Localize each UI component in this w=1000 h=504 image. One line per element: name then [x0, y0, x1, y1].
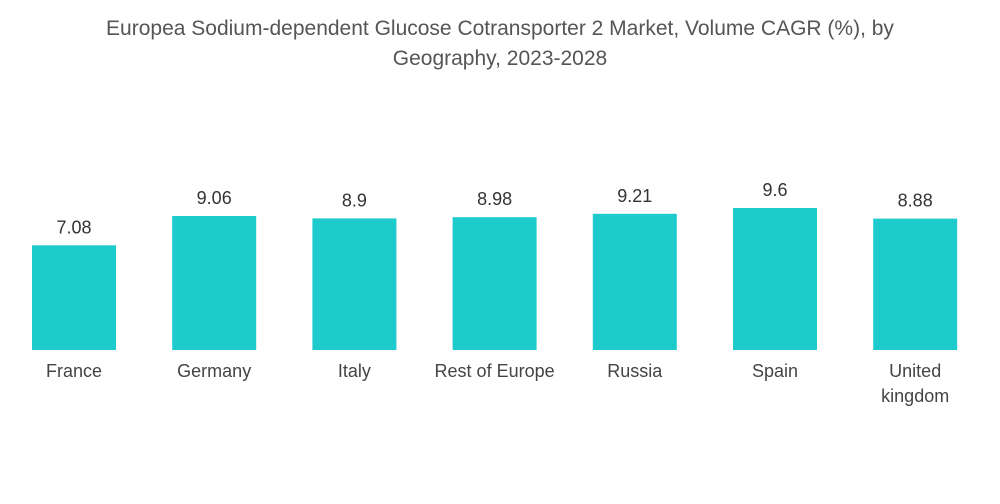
category-label-line: Spain	[752, 361, 798, 381]
bar-germany	[172, 216, 257, 350]
bar-rest-of-europe	[452, 217, 537, 350]
chart-title-line-2: Geography, 2023-2028	[392, 47, 608, 70]
value-label-united-kingdom: 8.88	[898, 191, 933, 211]
value-label-france: 7.08	[56, 217, 91, 237]
category-label-line: Germany	[177, 361, 251, 381]
value-labels-group: 7.08 9.06 8.9 8.98 9.21 9.6 8.88	[56, 180, 932, 237]
value-label-rest-of-europe: 8.98	[477, 189, 512, 209]
bars-group	[32, 208, 958, 350]
value-label-germany: 9.06	[197, 188, 232, 208]
category-label-germany: Germany	[177, 361, 251, 381]
category-label-line: Russia	[607, 361, 663, 381]
category-label-line: United	[889, 361, 941, 381]
category-label-united-kingdom: United kingdom	[881, 361, 949, 406]
bar-russia	[592, 213, 677, 350]
chart-title-line-1: Europea Sodium-dependent Glucose Cotrans…	[106, 17, 894, 40]
bar-italy	[312, 218, 397, 350]
category-labels-group: France Germany Italy Rest of Europe Russia Sp…	[46, 361, 949, 406]
category-label-russia: Russia	[607, 361, 663, 381]
chart-title: Europea Sodium-dependent Glucose Cotrans…	[0, 14, 1000, 74]
category-label-france: France	[46, 361, 102, 381]
bar-france	[32, 245, 116, 350]
category-label-spain: Spain	[752, 361, 798, 381]
category-label-rest-of-europe: Rest of Europe	[435, 361, 555, 381]
bar-spain	[733, 208, 817, 350]
category-label-line: Rest of Europe	[435, 361, 555, 381]
value-label-italy: 8.9	[342, 190, 367, 210]
category-label-line: Italy	[338, 361, 371, 381]
value-label-russia: 9.21	[617, 186, 652, 206]
bar-united-kingdom	[873, 218, 958, 350]
value-label-spain: 9.6	[762, 180, 787, 200]
category-label-line: kingdom	[881, 386, 949, 406]
category-label-line: France	[46, 361, 102, 381]
category-label-italy: Italy	[338, 361, 371, 381]
